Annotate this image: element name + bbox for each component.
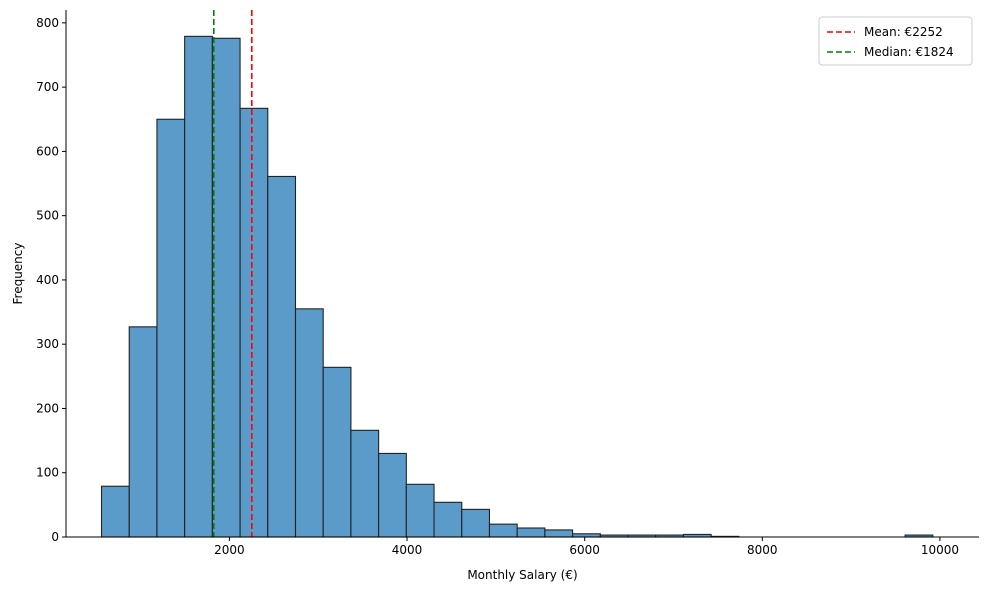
y-tick-label: 800: [36, 16, 59, 30]
x-tick-label: 6000: [569, 543, 600, 557]
histogram-bar: [433, 501, 463, 538]
y-ticks: 0 100 200 300 400 500 600 700 800: [36, 16, 66, 544]
histogram-bar: [211, 37, 241, 538]
histogram-bar: [488, 523, 518, 538]
histogram-bar: [184, 35, 213, 538]
y-tick-label: 600: [36, 144, 59, 158]
legend-label: Mean: €2252: [864, 25, 943, 39]
y-tick-label: 200: [36, 401, 59, 415]
histogram-bars: [100, 35, 934, 538]
histogram-bar: [100, 485, 130, 538]
histogram-bar: [516, 527, 546, 538]
x-tick-label: 10000: [921, 543, 959, 557]
axes: [65, 10, 979, 538]
histogram-bar: [405, 483, 435, 538]
histogram-bar: [267, 175, 297, 538]
x-tick-label: 2000: [214, 543, 245, 557]
histogram-bar: [461, 508, 491, 538]
histogram-bar: [156, 118, 186, 538]
legend-box: [818, 16, 973, 66]
x-axis-label: Monthly Salary (€): [467, 568, 577, 582]
histogram-bar: [544, 529, 574, 538]
histogram-bar: [378, 452, 407, 538]
y-tick-label: 500: [36, 209, 59, 223]
y-tick-label: 0: [51, 530, 59, 544]
legend-label: Median: €1824: [864, 45, 954, 59]
y-axis-label: Frequency: [11, 243, 25, 305]
histogram-bar: [350, 429, 380, 538]
y-tick-label: 700: [36, 80, 59, 94]
y-tick-label: 300: [36, 337, 59, 351]
x-tick-label: 8000: [747, 543, 778, 557]
reference-lines: [212, 10, 253, 537]
x-tick-label: 4000: [392, 543, 423, 557]
y-tick-label: 100: [36, 466, 59, 480]
y-tick-label: 400: [36, 273, 59, 287]
legend: Mean: €2252 Median: €1824: [818, 16, 973, 66]
histogram-bar: [128, 326, 158, 538]
histogram-bar: [239, 107, 269, 538]
x-ticks: 2000 4000 6000 8000 10000: [214, 537, 959, 557]
histogram-bar: [322, 366, 352, 538]
histogram-bar: [294, 308, 324, 538]
